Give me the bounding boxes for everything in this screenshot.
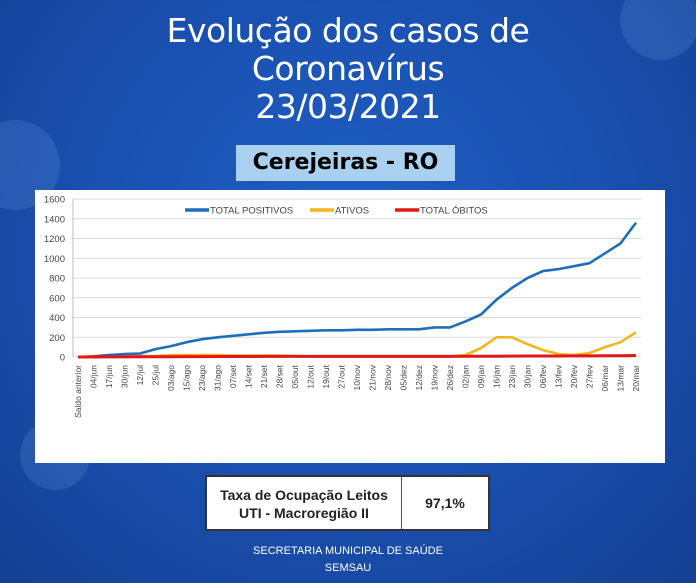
x-tick-label: 13/fev (554, 364, 564, 388)
x-tick-label: 28/set (275, 364, 285, 388)
legend-label: TOTAL POSITIVOS (210, 206, 293, 217)
x-tick-label: 16/jan (492, 365, 502, 388)
x-tick-label: 06/mar (600, 365, 610, 392)
x-tick-label: 27/out (337, 364, 347, 388)
x-tick-label: 05/out (290, 364, 300, 388)
x-tick-label: 23/ago (197, 365, 207, 391)
x-tick-label: 19/nov (430, 364, 440, 390)
title-date: 23/03/2021 (255, 87, 441, 126)
x-tick-label: 05/dez (399, 365, 409, 391)
virus-decoration (620, 0, 696, 60)
occupancy-value: 97,1% (425, 495, 465, 511)
x-tick-label: 20/mar (631, 365, 641, 392)
x-tick-label: 14/set (244, 364, 254, 388)
y-tick-label: 800 (49, 274, 65, 285)
x-tick-label: 03/ago (166, 365, 176, 391)
line-chart: 0 200 400 600 800 1000 1200 1400 1600 Saldo anter… (44, 195, 641, 418)
x-tick-label: 27/fev (585, 364, 595, 388)
y-tick-label: 1400 (44, 214, 65, 225)
x-tick-label: 17/jun (104, 365, 114, 388)
x-tick-label: 07/set (228, 364, 238, 388)
y-tick-label: 1200 (44, 234, 65, 245)
y-tick-label: 600 (49, 293, 65, 304)
y-tick-label: 1600 (44, 195, 65, 206)
x-tick-label: 12/out (306, 364, 316, 388)
x-tick-label: 25/jul (151, 365, 161, 385)
x-tick-label: Saldo anterior (73, 365, 83, 418)
y-tick-label: 400 (49, 313, 65, 324)
x-tick-label: 30/jun (120, 365, 130, 388)
location-badge: Cerejeiras - RO (236, 145, 455, 181)
occupancy-label: Taxa de Ocupação Leitos UTI - Macroregiã… (207, 477, 402, 529)
x-tick-label: 23/jan (507, 365, 517, 388)
series-line-ativos (77, 331, 637, 359)
occupancy-label-line: UTI - Macroregião II (239, 505, 369, 521)
x-tick-label: 21/set (259, 364, 269, 388)
x-tick-label: 21/nov (368, 364, 378, 390)
x-tick-label: 12/jul (135, 365, 145, 385)
x-tick-label: 09/jan (476, 365, 486, 388)
y-tick-label: 1000 (44, 254, 65, 265)
x-tick-label: 13/mar (616, 365, 626, 392)
x-tick-label: 20/fev (569, 364, 579, 388)
footer-org: SECRETARIA MUNICIPAL DE SAÚDE (253, 545, 443, 557)
legend-label: TOTAL ÓBITOS (420, 206, 488, 217)
chart-panel: 0 200 400 600 800 1000 1200 1400 1600 Saldo anter… (35, 190, 665, 463)
icu-occupancy-table: Taxa de Ocupação Leitos UTI - Macroregiã… (205, 475, 490, 531)
x-tick-label: 15/ago (182, 365, 192, 391)
x-tick-label: 30/jan (523, 365, 533, 388)
x-tick-label: 02/jan (461, 365, 471, 388)
y-tick-label: 0 (60, 353, 65, 364)
legend-label: ATIVOS (335, 206, 369, 217)
series-line-total-bitos (78, 354, 637, 359)
x-tick-label: 26/dez (445, 365, 455, 391)
footer-abbr: SEMSAU (324, 562, 372, 574)
series-line-total-positivos (77, 221, 638, 359)
x-tick-label: 10/nov (352, 364, 362, 390)
y-tick-label: 200 (49, 333, 65, 344)
title-line: Coronavírus (251, 49, 445, 88)
x-tick-label: 19/out (321, 364, 331, 388)
page-title: Evolução dos casos de Coronavírus 23/03/… (0, 12, 696, 126)
x-tick-label: 12/dez (414, 365, 424, 391)
title-line: Evolução dos casos de (166, 11, 530, 50)
x-tick-label: 31/ago (213, 365, 223, 391)
x-tick-label: 04/jun (89, 365, 99, 388)
x-tick-label: 06/fev (538, 364, 548, 388)
occupancy-label-line: Taxa de Ocupação Leitos (220, 487, 388, 503)
x-tick-label: 28/nov (383, 364, 393, 390)
